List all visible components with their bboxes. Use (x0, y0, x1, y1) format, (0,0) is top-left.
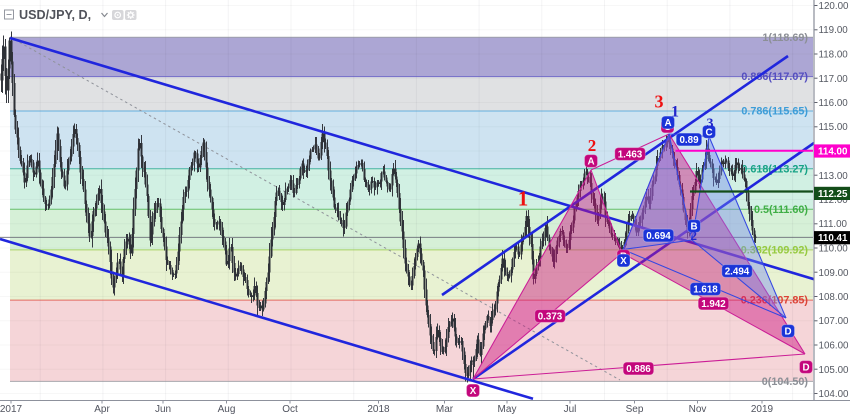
svg-text:105.00: 105.00 (819, 365, 850, 376)
svg-text:0.373: 0.373 (538, 312, 563, 323)
svg-text:1(118.69): 1(118.69) (762, 32, 808, 44)
svg-text:B: B (690, 222, 697, 233)
svg-text:Apr: Apr (94, 404, 110, 415)
svg-text:109.00: 109.00 (819, 268, 850, 279)
svg-text:Oct: Oct (282, 404, 298, 415)
svg-text:2018: 2018 (367, 404, 390, 415)
svg-text:112.25: 112.25 (818, 189, 848, 200)
svg-text:110.41: 110.41 (818, 233, 848, 244)
svg-text:0.5(111.60): 0.5(111.60) (754, 204, 808, 216)
svg-text:114.00: 114.00 (818, 147, 848, 158)
svg-text:Aug: Aug (218, 404, 236, 415)
svg-text:116.00: 116.00 (819, 98, 849, 109)
svg-text:C: C (705, 127, 712, 138)
svg-text:0.382(109.92): 0.382(109.92) (741, 245, 809, 257)
svg-text:2: 2 (588, 136, 597, 155)
svg-text:Jul: Jul (564, 404, 577, 415)
svg-text:2.494: 2.494 (725, 267, 750, 278)
svg-text:1.942: 1.942 (701, 299, 726, 310)
svg-text:1.463: 1.463 (618, 150, 643, 161)
svg-text:A: A (587, 157, 594, 168)
svg-text:0.886: 0.886 (626, 364, 651, 375)
svg-text:107.00: 107.00 (819, 316, 850, 327)
svg-text:Sep: Sep (626, 404, 644, 415)
svg-text:104.00: 104.00 (819, 389, 850, 400)
svg-text:118.00: 118.00 (819, 50, 849, 61)
svg-text:USD/JPY, D,: USD/JPY, D, (19, 8, 91, 22)
svg-text:X: X (620, 256, 627, 267)
svg-text:3: 3 (707, 117, 714, 132)
svg-text:1: 1 (518, 187, 529, 211)
svg-text:110.00: 110.00 (819, 244, 849, 255)
svg-text:2: 2 (690, 228, 697, 243)
svg-text:Nov: Nov (689, 404, 707, 415)
svg-text:X: X (470, 386, 477, 397)
svg-text:0.694: 0.694 (646, 231, 671, 242)
svg-text:1.618: 1.618 (693, 285, 718, 296)
svg-text:1: 1 (671, 104, 679, 121)
svg-text:111.00: 111.00 (819, 219, 848, 230)
svg-text:D: D (784, 327, 791, 338)
svg-text:2017: 2017 (0, 404, 23, 415)
svg-text:D: D (802, 363, 809, 374)
svg-text:2019: 2019 (751, 404, 774, 415)
svg-text:Mar: Mar (436, 404, 454, 415)
svg-text:108.00: 108.00 (819, 292, 850, 303)
svg-text:117.00: 117.00 (819, 74, 849, 85)
svg-text:0.89: 0.89 (679, 135, 699, 146)
svg-text:0(104.50): 0(104.50) (762, 376, 809, 388)
svg-text:106.00: 106.00 (819, 341, 850, 352)
svg-text:113.00: 113.00 (819, 171, 849, 182)
svg-text:May: May (498, 404, 517, 415)
svg-text:Jun: Jun (155, 404, 171, 415)
svg-text:119.00: 119.00 (819, 25, 849, 36)
svg-text:3: 3 (655, 92, 664, 112)
svg-text:112.00: 112.00 (819, 195, 849, 206)
svg-text:115.00: 115.00 (819, 122, 849, 133)
svg-text:0.786(115.65): 0.786(115.65) (741, 106, 808, 118)
svg-text:0.886(117.07): 0.886(117.07) (741, 71, 808, 83)
svg-text:120.00: 120.00 (819, 1, 850, 12)
svg-text:0.236(107.85): 0.236(107.85) (741, 295, 809, 307)
svg-text:A: A (664, 118, 671, 129)
